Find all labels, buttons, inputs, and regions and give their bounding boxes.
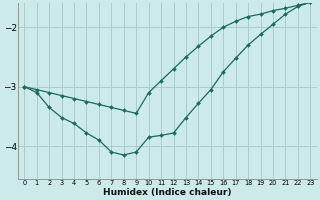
X-axis label: Humidex (Indice chaleur): Humidex (Indice chaleur) (103, 188, 232, 197)
